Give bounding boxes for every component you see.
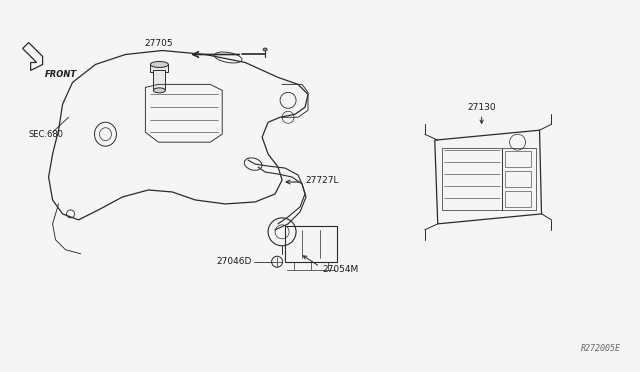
Text: 27130: 27130 [467, 103, 496, 112]
FancyBboxPatch shape [154, 70, 165, 90]
Text: FRONT: FRONT [45, 70, 77, 80]
Ellipse shape [263, 48, 267, 51]
FancyBboxPatch shape [150, 64, 168, 73]
Text: SEC.680: SEC.680 [29, 130, 63, 139]
Text: 27705: 27705 [144, 39, 173, 48]
Ellipse shape [154, 88, 165, 93]
Ellipse shape [150, 61, 168, 67]
Text: 27046D: 27046D [217, 257, 252, 266]
Text: 27727L: 27727L [305, 176, 339, 185]
Text: 27054M: 27054M [322, 265, 358, 274]
Text: R272005E: R272005E [581, 344, 621, 353]
